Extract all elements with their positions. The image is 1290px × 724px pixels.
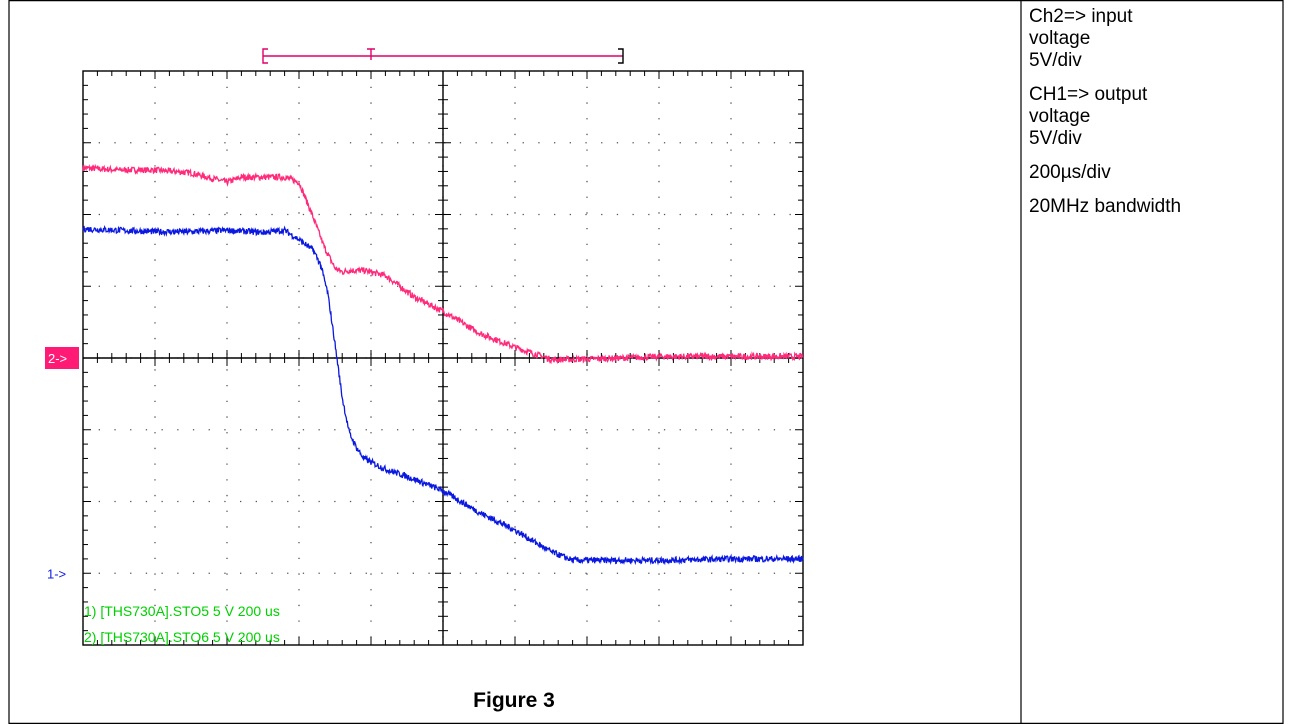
figure-caption: Figure 3 [473,689,555,712]
legend-line: 1) [THS730A].STO5 5 V 200 us [84,603,280,619]
trigger-bracket-right [618,48,624,64]
channel-marker-label: 2-> [48,351,67,366]
oscilloscope-plot: 2-> 1-> 1) [THS730A].STO5 5 V 200 us 2) [TH… [45,48,804,646]
trace-ch2 [82,163,804,365]
legend-line: 2) [THS730A].STO6 5 V 200 us [84,629,280,645]
trigger-marker [367,48,375,60]
note-timebase: 200µs/div [1029,162,1111,183]
trace-ch1 [82,225,804,566]
channel-marker-box [45,347,79,369]
note-ch1: CH1=> output voltage 5V/div [1029,84,1148,149]
note-bandwidth: 20MHz bandwidth [1029,196,1182,217]
note-ch2: Ch2=> input voltage 5V/div [1029,6,1133,71]
side-notes: Ch2=> input voltage 5V/div CH1=> output … [1029,6,1284,230]
trigger-bracket-left [262,48,268,64]
channel-marker-label: 1-> [47,566,66,581]
